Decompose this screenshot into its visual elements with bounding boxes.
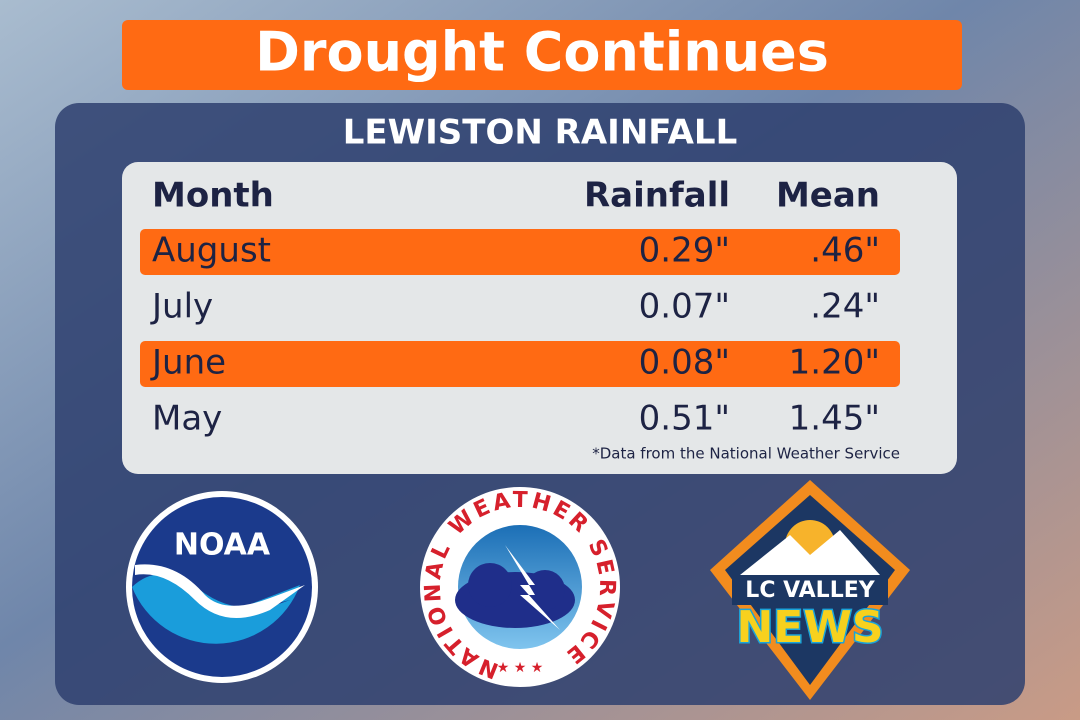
- noaa-logo: NOAA: [126, 491, 318, 683]
- lc-valley-text: LC VALLEY: [745, 578, 875, 603]
- cell: 0.51": [639, 399, 730, 439]
- news-text: NEWS: [736, 602, 883, 653]
- cell: August: [152, 231, 271, 271]
- lc-valley-logo: LC VALLEY NEWS: [710, 480, 910, 700]
- cell: 0.08": [639, 343, 730, 383]
- cell: .46": [810, 231, 880, 271]
- cell: 1.20": [789, 343, 880, 383]
- column-header: Rainfall: [584, 176, 730, 216]
- column-header: Month: [152, 176, 274, 216]
- cell: June: [150, 343, 226, 383]
- table-title: LEWISTON RAINFALL: [343, 113, 738, 153]
- cell: 0.07": [639, 287, 730, 327]
- cell: .24": [810, 287, 880, 327]
- column-header: Mean: [776, 176, 880, 216]
- footnote: *Data from the National Weather Service: [592, 445, 900, 463]
- nws-logo: NATIONAL WEATHER SERVICE ★ ★ ★: [420, 487, 620, 687]
- cell: July: [150, 287, 213, 327]
- row-highlight: [140, 341, 900, 387]
- cell: 1.45": [789, 399, 880, 439]
- svg-text:★ ★ ★: ★ ★ ★: [497, 660, 544, 676]
- title: Drought Continues: [255, 21, 829, 84]
- row-highlight: [140, 229, 900, 275]
- cell: May: [152, 399, 222, 439]
- noaa-text: NOAA: [174, 528, 271, 563]
- cell: 0.29": [639, 231, 730, 271]
- title-banner: [122, 20, 962, 90]
- table: Month Rainfall Mean August 0.29" .46" July 0.07…: [140, 176, 900, 439]
